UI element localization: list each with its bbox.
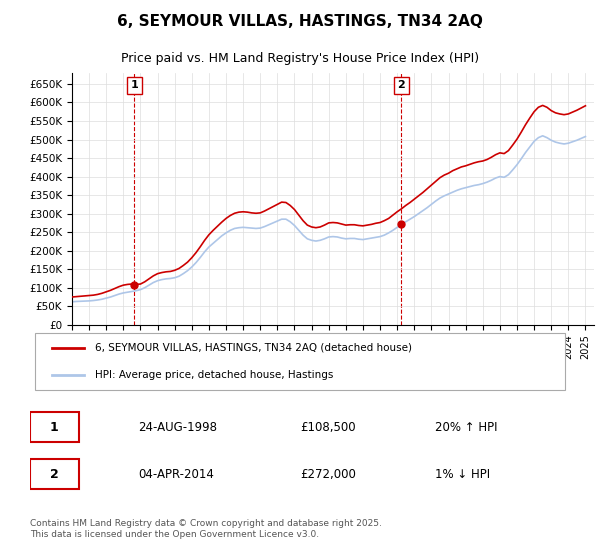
Text: £108,500: £108,500 bbox=[300, 421, 356, 434]
Text: 2: 2 bbox=[50, 468, 59, 480]
Text: 1: 1 bbox=[50, 421, 59, 434]
Text: 24-AUG-1998: 24-AUG-1998 bbox=[138, 421, 217, 434]
Text: Price paid vs. HM Land Registry's House Price Index (HPI): Price paid vs. HM Land Registry's House … bbox=[121, 52, 479, 65]
Text: 1: 1 bbox=[131, 81, 139, 90]
Text: HPI: Average price, detached house, Hastings: HPI: Average price, detached house, Hast… bbox=[95, 370, 333, 380]
Text: 6, SEYMOUR VILLAS, HASTINGS, TN34 2AQ (detached house): 6, SEYMOUR VILLAS, HASTINGS, TN34 2AQ (d… bbox=[95, 343, 412, 353]
Text: 1% ↓ HPI: 1% ↓ HPI bbox=[435, 468, 490, 480]
FancyBboxPatch shape bbox=[35, 333, 565, 390]
Text: 2: 2 bbox=[398, 81, 406, 90]
Text: 6, SEYMOUR VILLAS, HASTINGS, TN34 2AQ: 6, SEYMOUR VILLAS, HASTINGS, TN34 2AQ bbox=[117, 15, 483, 29]
Text: Contains HM Land Registry data © Crown copyright and database right 2025.
This d: Contains HM Land Registry data © Crown c… bbox=[30, 519, 382, 539]
Text: £272,000: £272,000 bbox=[300, 468, 356, 480]
Text: 20% ↑ HPI: 20% ↑ HPI bbox=[435, 421, 497, 434]
Text: 04-APR-2014: 04-APR-2014 bbox=[138, 468, 214, 480]
FancyBboxPatch shape bbox=[30, 413, 79, 442]
FancyBboxPatch shape bbox=[30, 459, 79, 489]
